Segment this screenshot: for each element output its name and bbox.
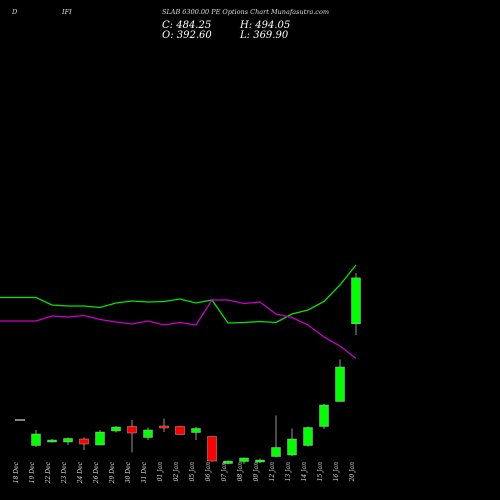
x-tick-label: 23 Dec xyxy=(61,461,68,484)
candle-body xyxy=(223,460,233,464)
x-tick-label: 14 Jan xyxy=(301,462,308,482)
candle-body xyxy=(63,438,73,443)
candle-6 xyxy=(111,426,121,433)
x-tick-label: 09 Jan xyxy=(253,462,260,482)
x-tick-label: 12 Jan xyxy=(269,462,276,482)
high-label: H: xyxy=(240,20,253,31)
x-tick-label: 08 Jan xyxy=(237,462,244,482)
open-label: O: xyxy=(162,30,174,41)
candle-10 xyxy=(175,426,185,435)
close-value: 484.25 xyxy=(176,20,212,31)
candle-body xyxy=(143,429,153,438)
x-tick-label: 24 Dec xyxy=(77,461,84,484)
x-tick-label: 15 Jan xyxy=(317,462,324,482)
candle-13 xyxy=(223,460,233,465)
candle-body xyxy=(351,277,361,324)
candle-18 xyxy=(303,426,313,447)
candle-body xyxy=(47,439,57,443)
candles-layer xyxy=(15,272,361,465)
candle-body xyxy=(127,426,137,434)
candle-body xyxy=(303,427,313,446)
candle-19 xyxy=(319,404,329,429)
candle-21 xyxy=(351,272,361,336)
x-tick-label: 06 Jan xyxy=(205,462,212,482)
close-label: C: xyxy=(162,20,174,31)
close-readout: C: 484.25 xyxy=(162,20,211,31)
x-tick-label: 01 Jan xyxy=(157,462,164,482)
x-tick-label: 22 Dec xyxy=(45,461,52,484)
x-tick-label: 30 Dec xyxy=(125,461,132,483)
lower-band-line xyxy=(0,299,357,360)
candle-body xyxy=(191,428,201,433)
open-readout: O: 392.60 xyxy=(162,30,212,41)
low-value: 369.90 xyxy=(253,30,289,41)
candle-body xyxy=(31,433,41,446)
low-label: L: xyxy=(240,30,251,41)
candle-body xyxy=(319,404,329,427)
candle-17 xyxy=(287,428,297,456)
candle-16 xyxy=(271,415,281,458)
high-readout: H: 494.05 xyxy=(240,20,290,31)
upper-band-line xyxy=(0,264,357,324)
candle-14 xyxy=(239,457,249,464)
candle-body xyxy=(271,447,281,457)
header-left-code: D xyxy=(12,8,18,16)
candle-body xyxy=(175,426,185,435)
candle-8 xyxy=(143,427,153,440)
x-tick-label: 20 Jan xyxy=(349,462,356,483)
candle-15 xyxy=(255,458,265,463)
candle-body xyxy=(207,436,217,462)
x-tick-label: 05 Jan xyxy=(189,462,196,482)
candle-body xyxy=(95,431,105,446)
candle-4 xyxy=(79,437,89,450)
x-tick-label: 13 Jan xyxy=(285,462,292,482)
candle-20 xyxy=(335,359,345,402)
candle-5 xyxy=(95,430,105,446)
open-value: 392.60 xyxy=(176,30,212,41)
candle-body xyxy=(159,425,169,429)
x-tick-label: 07 Jan xyxy=(221,462,228,482)
x-tick-label: 16 Jan xyxy=(333,462,340,482)
candle-body xyxy=(79,438,89,445)
chart-title: SLAB 6300.00 PE Options Chart Munafasutr… xyxy=(162,8,330,16)
x-tick-label: 18 Dec xyxy=(13,461,20,483)
header-left-tag: IFI xyxy=(62,8,72,16)
candle-12 xyxy=(207,436,217,462)
candle-3 xyxy=(63,437,73,445)
x-tick-label: 26 Dec xyxy=(93,461,100,484)
candle-body xyxy=(335,366,345,402)
x-tick-label: 02 Jan xyxy=(173,462,180,482)
x-tick-label: 31 Dec xyxy=(141,461,148,483)
candle-11 xyxy=(191,427,201,440)
candle-7 xyxy=(127,420,137,453)
candle-9 xyxy=(159,418,169,432)
candle-2 xyxy=(47,439,57,443)
candle-body xyxy=(255,459,265,463)
low-readout: L: 369.90 xyxy=(240,30,288,41)
candle-body xyxy=(287,438,297,456)
candle-body xyxy=(111,426,121,432)
x-tick-label: 19 Dec xyxy=(29,461,36,483)
x-axis-ticks: 18 Dec 19 Dec 22 Dec 23 Dec 24 Dec 26 Dec 29 D… xyxy=(13,461,356,484)
high-value: 494.05 xyxy=(255,20,291,31)
bands-layer xyxy=(0,264,357,360)
candle-1 xyxy=(31,430,41,447)
candle-body xyxy=(239,457,249,462)
x-tick-label: 29 Dec xyxy=(109,461,116,484)
